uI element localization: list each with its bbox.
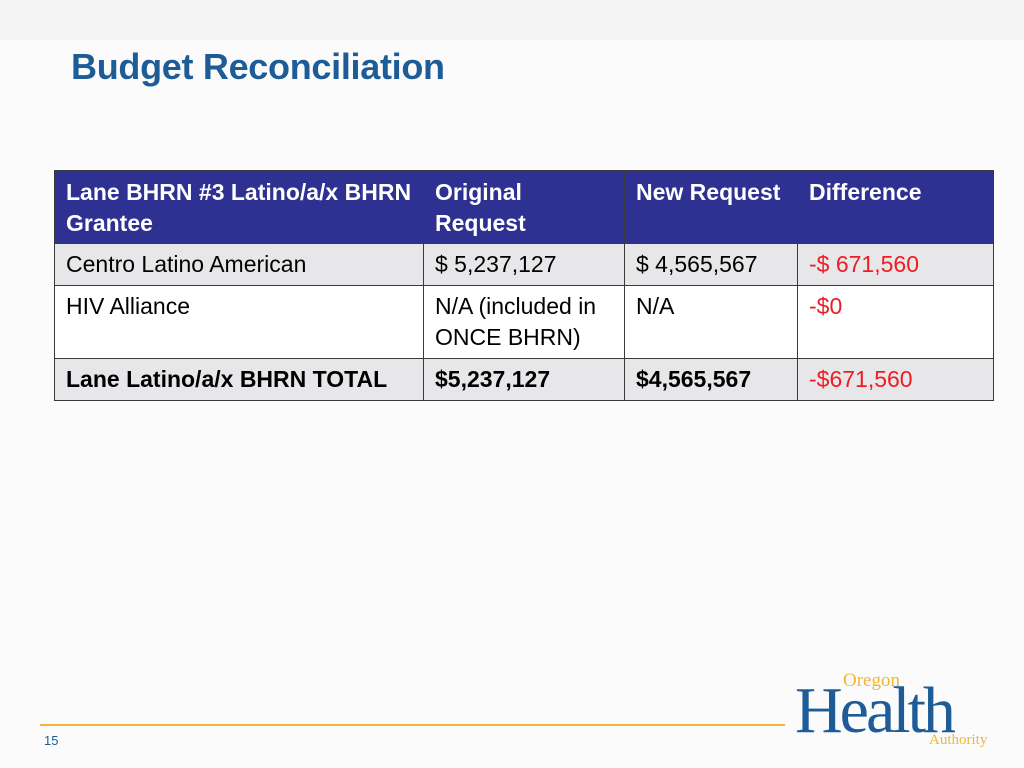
cell-original-request: $ 5,237,127 [423,243,625,286]
cell-grantee: HIV Alliance [54,285,424,359]
cell-grantee: Lane Latino/a/x BHRN TOTAL [54,358,424,401]
budget-table: Lane BHRN #3 Latino/a/x BHRN Grantee Ori… [54,170,994,401]
cell-difference: -$ 671,560 [797,243,994,286]
logo-authority-text: Authority [929,732,988,748]
header-original-request: Original Request [423,170,625,244]
table-header-row: Lane BHRN #3 Latino/a/x BHRN Grantee Ori… [54,170,994,244]
top-band [0,0,1024,40]
slide-title: Budget Reconciliation [71,46,445,87]
cell-difference: -$671,560 [797,358,994,401]
cell-new-request: $4,565,567 [624,358,798,401]
cell-difference: -$0 [797,285,994,359]
logo-health-text: Health [795,674,956,747]
table-row: Centro Latino American $ 5,237,127 $ 4,5… [54,243,994,286]
cell-original-request: $5,237,127 [423,358,625,401]
page-number: 15 [44,733,59,748]
header-new-request: New Request [624,170,798,244]
oregon-health-authority-logo: Oregon Health Authority [795,670,988,748]
header-difference: Difference [797,170,994,244]
cell-original-request: N/A (included in ONCE BHRN) [423,285,625,359]
footer-divider [40,724,785,726]
table-row: HIV Alliance N/A (included in ONCE BHRN)… [54,285,994,359]
cell-grantee: Centro Latino American [54,243,424,286]
header-grantee: Lane BHRN #3 Latino/a/x BHRN Grantee [54,170,424,244]
cell-new-request: $ 4,565,567 [624,243,798,286]
logo-oregon-text: Oregon [843,670,900,691]
cell-new-request: N/A [624,285,798,359]
table-total-row: Lane Latino/a/x BHRN TOTAL $5,237,127 $4… [54,358,994,401]
